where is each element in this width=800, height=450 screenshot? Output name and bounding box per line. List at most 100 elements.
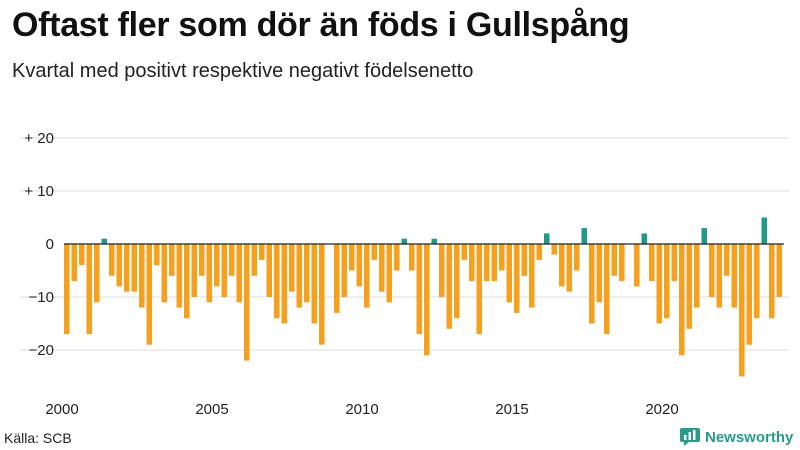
brand-logo: Newsworthy: [680, 428, 793, 446]
newsworthy-logo-icon: [680, 428, 700, 446]
bar-negative: [281, 244, 288, 324]
bar-negative: [529, 244, 535, 308]
bar-negative: [499, 244, 505, 271]
bar-negative: [409, 244, 415, 271]
bar-negative: [604, 244, 610, 335]
bar-negative: [521, 244, 528, 276]
bar-negative: [716, 244, 723, 308]
bar-negative: [439, 244, 445, 297]
bar-negative: [161, 244, 168, 303]
bar-negative: [589, 244, 595, 324]
bar-positive: [544, 233, 550, 244]
y-tick-label: −10: [29, 289, 54, 306]
bar-negative: [154, 244, 160, 266]
bar-negative: [191, 244, 198, 297]
x-tick-label: 2010: [345, 401, 378, 418]
bar-negative: [394, 244, 400, 271]
bar-negative: [319, 244, 325, 345]
bar-negative: [176, 244, 183, 308]
bar-negative: [559, 244, 565, 287]
y-tick-label: + 20: [24, 130, 54, 147]
bar-negative: [116, 244, 123, 287]
bar-negative: [274, 244, 280, 319]
bar-negative: [79, 244, 85, 266]
bar-negative: [491, 244, 498, 282]
bar-negative: [776, 244, 783, 297]
bar-negative: [244, 244, 250, 361]
bar-negative: [656, 244, 663, 324]
bar-negative: [686, 244, 693, 329]
brand-name: Newsworthy: [705, 428, 794, 446]
y-tick-label: + 10: [24, 183, 54, 200]
chart-title: Oftast fler som dör än föds i Gullspång: [12, 6, 630, 44]
bar-negative: [461, 244, 468, 260]
bar-negative: [469, 244, 475, 282]
bar-negative: [679, 244, 685, 356]
bar-positive: [581, 228, 588, 244]
bar-negative: [356, 244, 363, 287]
bar-negative: [671, 244, 678, 282]
bar-negative: [251, 244, 258, 276]
bar-negative: [296, 244, 303, 308]
bar-negative: [124, 244, 130, 292]
y-tick-label: 0: [46, 236, 54, 253]
bar-negative: [169, 244, 175, 276]
bar-negative: [709, 244, 715, 297]
bar-negative: [86, 244, 93, 335]
chart-subtitle: Kvartal med positivt respektive negativt…: [12, 60, 474, 82]
bar-negative: [146, 244, 153, 345]
x-tick-label: 2005: [195, 401, 228, 418]
bar-positive: [761, 217, 768, 244]
bar-negative: [739, 244, 745, 377]
x-tick-label: 2000: [45, 401, 78, 418]
bar-negative: [349, 244, 355, 271]
bar-negative: [94, 244, 100, 303]
bar-negative: [214, 244, 220, 287]
bar-negative: [341, 244, 348, 297]
bar-negative: [131, 244, 138, 292]
bar-negative: [446, 244, 453, 329]
bar-negative: [139, 244, 145, 308]
bar-negative: [221, 244, 228, 297]
bar-negative: [206, 244, 213, 303]
bar-negative: [424, 244, 430, 356]
bar-negative: [386, 244, 393, 303]
bar-negative: [506, 244, 513, 303]
bar-positive: [401, 238, 408, 244]
bar-negative: [611, 244, 618, 276]
bar-negative: [71, 244, 78, 282]
bar-negative: [731, 244, 738, 308]
bar-negative: [304, 244, 310, 303]
bar-negative: [746, 244, 753, 345]
x-tick-label: 2015: [495, 401, 528, 418]
source-note: Källa: SCB: [4, 430, 72, 446]
bar-negative: [109, 244, 115, 276]
bar-negative: [236, 244, 243, 303]
bar-negative: [334, 244, 340, 313]
bar-negative: [664, 244, 670, 319]
bar-positive: [641, 233, 648, 244]
bar-negative: [769, 244, 775, 319]
bar-negative: [454, 244, 460, 319]
bar-negative: [266, 244, 273, 297]
bar-negative: [724, 244, 730, 276]
bar-negative: [596, 244, 603, 303]
bar-negative: [259, 244, 265, 260]
bar-negative: [649, 244, 655, 282]
bar-negative: [694, 244, 700, 308]
bar-negative: [371, 244, 378, 260]
y-tick-label: −20: [29, 342, 54, 359]
bar-negative: [199, 244, 205, 276]
bar-negative: [566, 244, 573, 292]
bar-negative: [64, 244, 70, 335]
x-tick-label: 2020: [645, 401, 678, 418]
bar-negative: [619, 244, 625, 282]
bar-positive: [101, 238, 108, 244]
bar-negative: [184, 244, 190, 319]
bar-negative: [574, 244, 580, 271]
bar-negative: [229, 244, 235, 276]
bar-negative: [289, 244, 295, 292]
bar-negative: [754, 244, 760, 319]
bar-negative: [551, 244, 558, 255]
